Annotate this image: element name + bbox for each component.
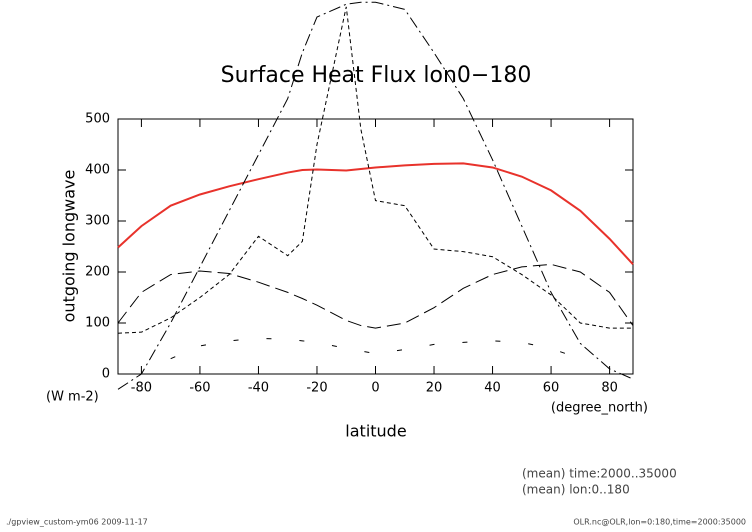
x-axis-label: latitude — [345, 422, 406, 441]
x-tick-label: 0 — [371, 381, 379, 396]
y-units: (W m-2) — [46, 390, 99, 405]
series-line — [117, 162, 634, 266]
x-units: (degree_north) — [551, 401, 648, 416]
x-tick-label: 60 — [543, 381, 560, 396]
series-line — [170, 337, 581, 360]
y-tick-label: 500 — [85, 112, 110, 127]
note: (mean) lon:0..180 — [522, 483, 630, 497]
y-tick-label: 200 — [85, 265, 110, 280]
y-axis-label: outgoing longwave — [60, 170, 79, 323]
x-tick-label: 40 — [484, 381, 501, 396]
x-tick-label: -40 — [248, 381, 269, 396]
y-tick-label: 100 — [85, 316, 110, 331]
note: (mean) time:2000..35000 — [522, 467, 677, 481]
x-tick-label: -20 — [306, 381, 327, 396]
x-tick-label: -60 — [189, 381, 210, 396]
series-line — [117, 1, 634, 390]
x-tick-label: 80 — [601, 381, 618, 396]
y-tick-label: 0 — [102, 367, 110, 382]
y-tick-label: 400 — [85, 163, 110, 178]
chart-title: Surface Heat Flux lon0−180 — [221, 63, 532, 88]
series-line — [117, 6, 633, 334]
series-line — [117, 263, 634, 329]
x-tick-label: 20 — [426, 381, 443, 396]
footer: OLR.nc@OLR,lon=0:180,time=2000:35000 — [573, 518, 746, 527]
footer: ./gpview_custom-ym06 2009-11-17 — [6, 518, 148, 527]
y-tick-label: 300 — [85, 214, 110, 229]
x-tick-label: -80 — [131, 381, 152, 396]
plot-frame — [117, 118, 634, 375]
